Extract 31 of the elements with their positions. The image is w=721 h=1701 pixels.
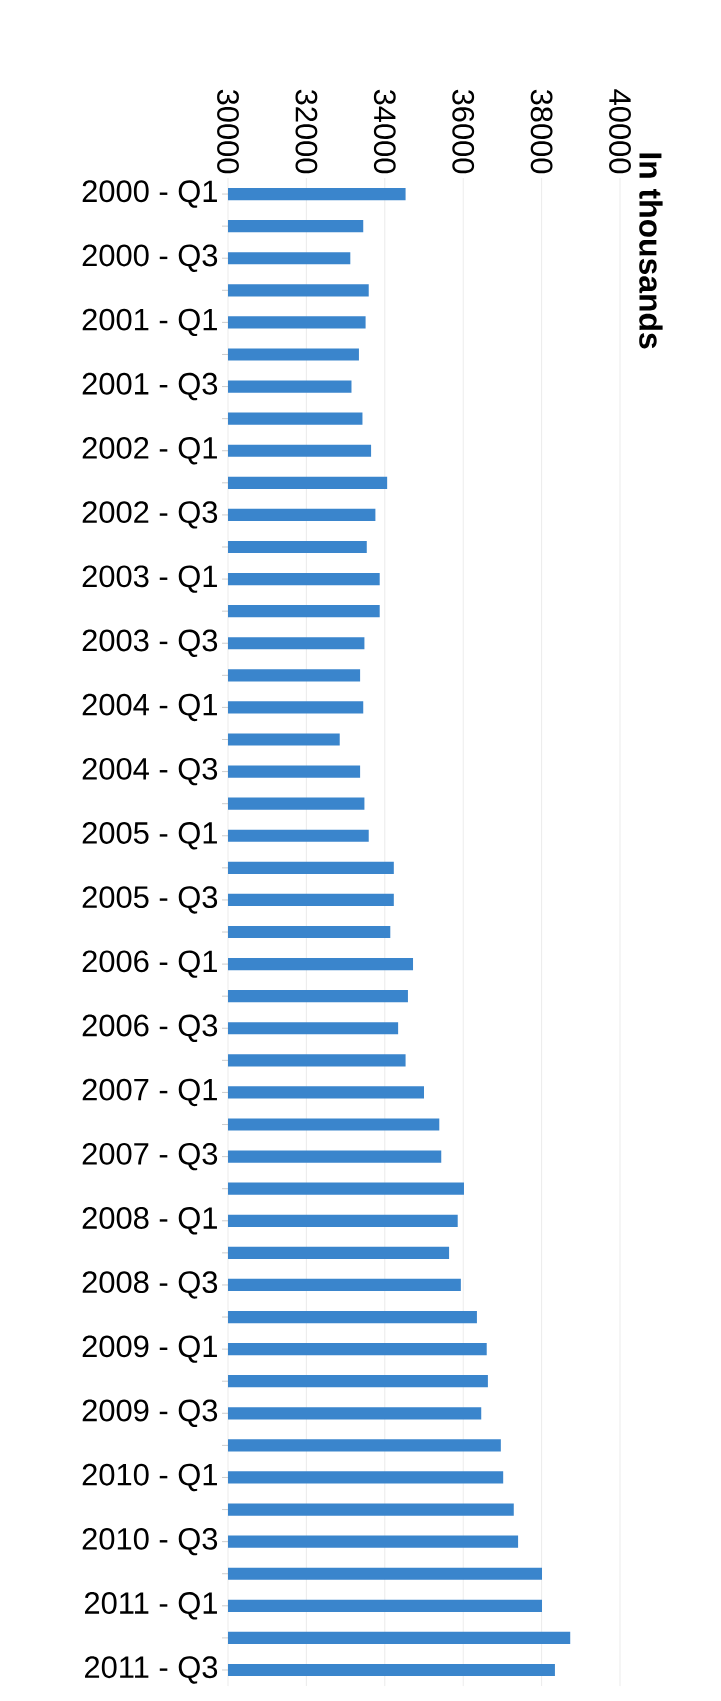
y-tick-label: 2011 - Q1	[84, 1592, 217, 1620]
y-tick-label: 2005 - Q1	[82, 822, 217, 850]
x-tick-label: 32000	[295, 89, 318, 174]
y-tick-label: 2008 - Q1	[82, 1207, 217, 1235]
y-tick-label: 2001 - Q3	[82, 372, 218, 401]
y-tick-label: 2004 - Q3	[82, 757, 218, 786]
y-tick-label: 2005 - Q3	[82, 886, 218, 914]
y-tick-label: 2006 - Q1	[82, 950, 217, 978]
y-tick-label: 2010 - Q1	[82, 1463, 217, 1492]
y-tick-label: 2010 - Q3	[82, 1527, 218, 1556]
x-tick-label: 34000	[373, 89, 396, 174]
x-tick-label: 40000	[609, 89, 631, 174]
text: In thousands	[639, 153, 663, 349]
x-tick-label: 38000	[530, 89, 553, 174]
y-tick-label: 2000 - Q3	[82, 244, 218, 272]
y-tick-label: 2009 - Q1	[82, 1335, 217, 1363]
y-tick-label: 2008 - Q3	[82, 1271, 218, 1299]
y-tick-label: 2000 - Q1	[82, 180, 217, 208]
y-tick-label: 2002 - Q1	[82, 437, 217, 465]
x-tick-label: 30000	[217, 89, 239, 174]
y-tick-label: 2006 - Q3	[82, 1014, 218, 1042]
y-tick-label: 2001 - Q1	[82, 308, 217, 337]
y-tick-label: 2007 - Q1	[82, 1078, 217, 1107]
x-tick-label: 36000	[452, 89, 475, 174]
y-tick-label: 2003 - Q3	[82, 629, 218, 657]
y-tick-label: 2007 - Q3	[82, 1142, 218, 1171]
y-tick-label: 2009 - Q3	[82, 1399, 218, 1427]
y-tick-label: 2004 - Q1	[82, 693, 217, 722]
y-tick-label: 2011 - Q3	[84, 1656, 218, 1684]
y-tick-label: 2002 - Q3	[82, 501, 218, 529]
y-tick-label: 2003 - Q1	[82, 565, 217, 593]
